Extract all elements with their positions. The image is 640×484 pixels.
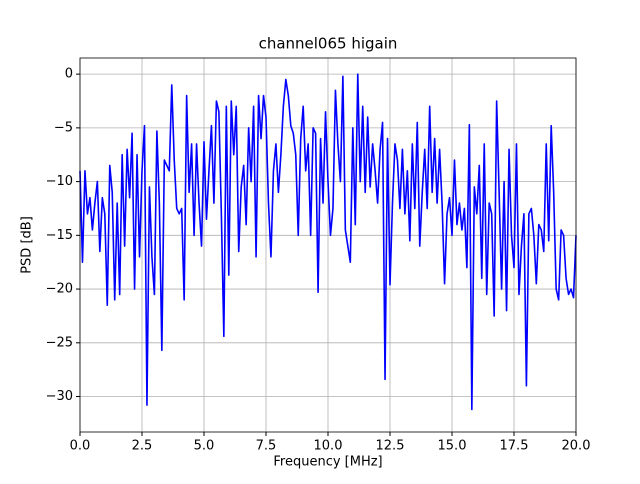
chart-title: channel065 higain (259, 35, 398, 53)
x-tick-label: 2.5 (132, 439, 153, 454)
data-line (79, 73, 577, 411)
plot-frame (79, 57, 577, 433)
x-tick-label: 17.5 (500, 439, 529, 454)
y-tick-label: −5 (54, 120, 73, 135)
x-tick-label: 0.0 (70, 439, 91, 454)
y-axis-label: PSD [dB] (20, 216, 35, 274)
x-tick-label: 20.0 (562, 439, 591, 454)
y-tick-label: −20 (46, 282, 73, 297)
y-tick-label: −30 (46, 389, 73, 404)
y-tick-label: −10 (46, 174, 73, 189)
x-tick-label: 10.0 (314, 439, 343, 454)
y-tick-label: −15 (46, 228, 73, 243)
x-tick-label: 7.5 (256, 439, 277, 454)
x-tick-label: 12.5 (376, 439, 405, 454)
x-axis-label: Frequency [MHz] (273, 455, 382, 470)
y-tick-label: −25 (46, 335, 73, 350)
x-tick-label: 5.0 (194, 439, 215, 454)
y-tick-label: 0 (65, 67, 73, 82)
x-tick-label: 15.0 (438, 439, 467, 454)
